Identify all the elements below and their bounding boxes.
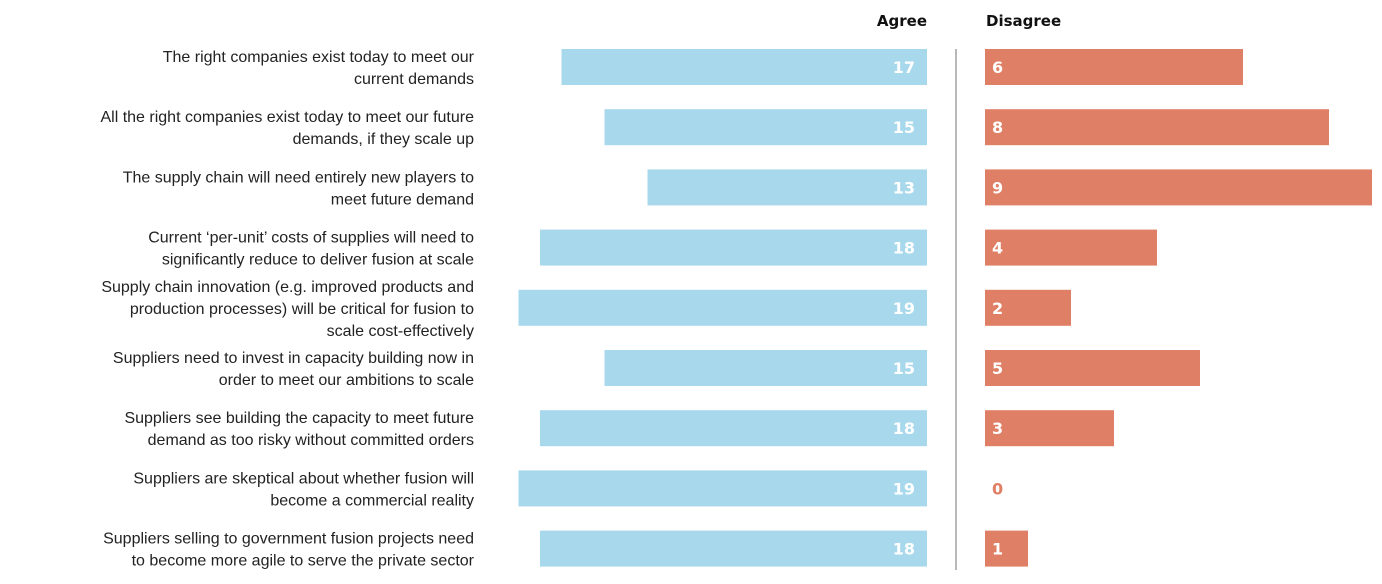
chart-rows: The right companies exist today to meet … — [100, 49, 1372, 570]
agree-bar — [604, 350, 927, 386]
agree-value-label: 18 — [893, 419, 915, 438]
disagree-bar — [985, 350, 1200, 386]
statement-label: All the right companies exist today to m… — [100, 109, 474, 126]
statement-label: current demands — [354, 71, 474, 88]
agree-value-label: 15 — [893, 359, 915, 378]
agree-bar — [518, 470, 927, 507]
agree-value-label: 19 — [893, 479, 915, 498]
agree-value-label: 13 — [893, 178, 915, 197]
disagree-bar — [985, 530, 1028, 567]
disagree-value-label: 2 — [992, 299, 1003, 318]
statement-label: Suppliers are skeptical about whether fu… — [133, 470, 474, 487]
disagree-value-label: 5 — [992, 359, 1003, 378]
statement-label: scale cost-effectively — [327, 323, 474, 340]
statement-label: significantly reduce to deliver fusion a… — [162, 252, 474, 269]
agree-bar — [518, 289, 927, 326]
statement-label: Suppliers see building the capacity to m… — [124, 410, 474, 427]
statement-label: to become more agile to serve the privat… — [132, 553, 475, 570]
disagree-bar — [985, 169, 1372, 206]
statement-label: demand as too risky without committed or… — [148, 432, 474, 449]
agree-value-label: 17 — [893, 58, 915, 77]
statement-label: meet future demand — [331, 191, 474, 208]
statement-label: Suppliers selling to government fusion p… — [103, 531, 474, 548]
disagree-bar — [985, 289, 1071, 326]
disagree-value-label: 6 — [992, 58, 1003, 77]
disagree-value-label: 3 — [992, 419, 1003, 438]
agree-bar — [604, 109, 927, 146]
statement-label: The right companies exist today to meet … — [163, 49, 475, 66]
statement-label: Current ‘per-unit’ costs of supplies wil… — [148, 230, 474, 247]
agree-value-label: 19 — [893, 299, 915, 318]
disagree-header: Disagree — [986, 12, 1061, 30]
disagree-bar — [985, 49, 1243, 85]
agree-value-label: 15 — [893, 118, 915, 137]
statement-label: become a commercial reality — [270, 492, 474, 509]
agree-value-label: 18 — [893, 239, 915, 258]
agree-value-label: 18 — [893, 540, 915, 559]
agree-header: Agree — [877, 12, 927, 30]
statement-label: order to meet our ambitions to scale — [219, 372, 474, 389]
agree-bar — [561, 49, 927, 85]
agree-bar — [540, 410, 927, 447]
disagree-bar — [985, 229, 1157, 266]
statement-label: production processes) will be critical f… — [130, 301, 474, 318]
disagree-bar — [985, 109, 1329, 146]
agree-bar — [540, 530, 927, 567]
disagree-value-label: 8 — [992, 118, 1003, 137]
disagree-value-label: 9 — [992, 178, 1003, 197]
agree-bar — [647, 169, 927, 206]
disagree-bar — [985, 410, 1114, 447]
disagree-value-label: 4 — [992, 239, 1003, 258]
statement-label: The supply chain will need entirely new … — [123, 169, 474, 186]
disagree-value-label: 1 — [992, 540, 1003, 559]
statement-label: Supply chain innovation (e.g. improved p… — [101, 279, 474, 296]
statement-label: Suppliers need to invest in capacity bui… — [113, 350, 474, 367]
statement-label: demands, if they scale up — [293, 131, 475, 148]
agree-bar — [540, 229, 927, 266]
disagree-value-label: 0 — [992, 479, 1003, 498]
